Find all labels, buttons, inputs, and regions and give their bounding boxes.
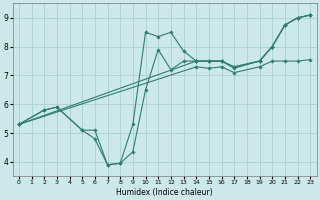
X-axis label: Humidex (Indice chaleur): Humidex (Indice chaleur)	[116, 188, 213, 197]
